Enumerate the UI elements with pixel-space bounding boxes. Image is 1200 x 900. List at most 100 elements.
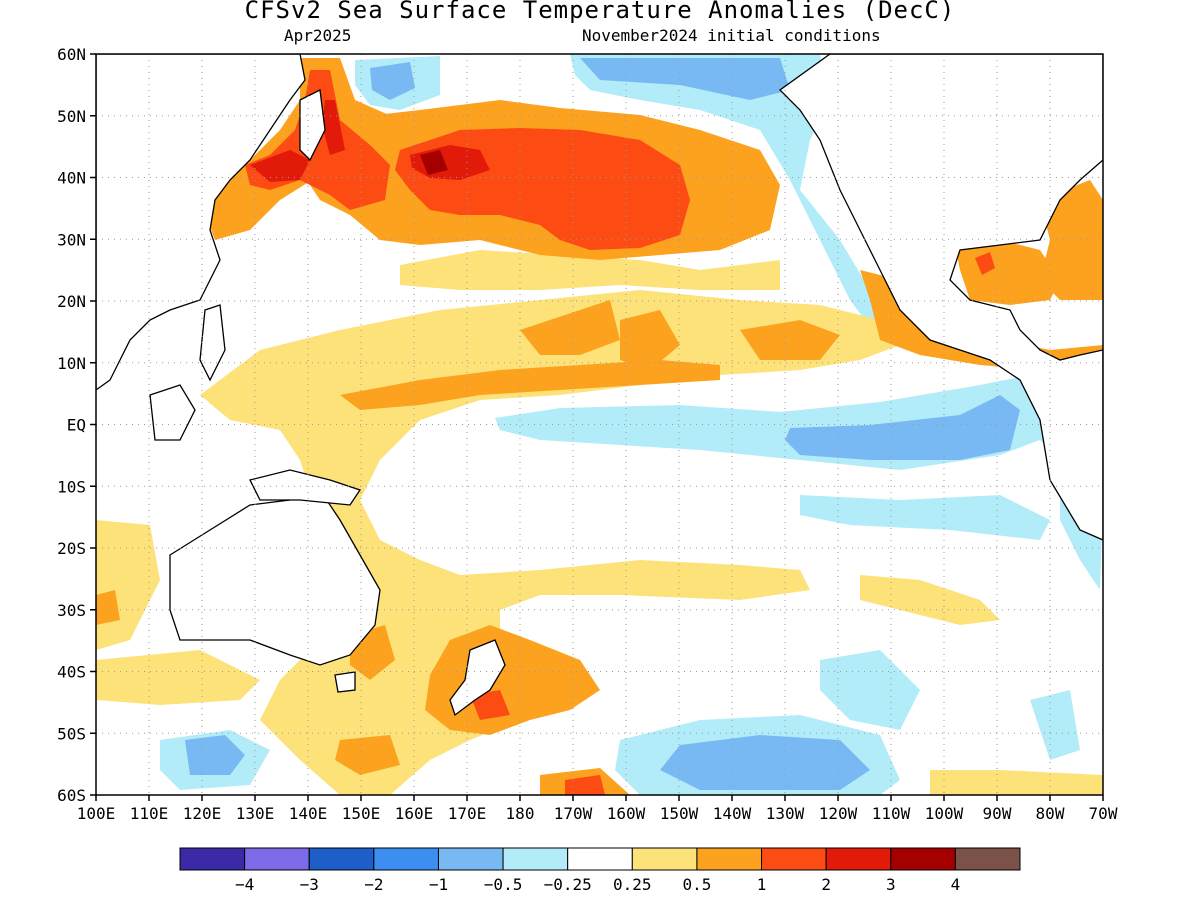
japan-sea-very-warm-anomaly [250, 150, 310, 182]
central-north-pacific-warm [520, 300, 620, 355]
lat-tick-label: 10N [57, 354, 86, 373]
lon-tick-label: 110W [872, 804, 911, 823]
new-zealand-strong-warm-anomaly [470, 690, 510, 720]
lat-tick-label: 60N [57, 45, 86, 64]
lon-tick-label: 110E [130, 804, 169, 823]
colorbar-label: 2 [821, 875, 831, 894]
borneo-landmass [149, 384, 196, 441]
northeast-pacific-cool-anomaly [570, 54, 900, 340]
colorbar-swatch [567, 847, 633, 871]
colorbar-swatch [244, 847, 310, 871]
asia-landmass [96, 54, 306, 391]
colorbar-swatch [761, 847, 827, 871]
southern-ocean-strong-warm-anomaly [565, 775, 605, 795]
colorbar-label: 3 [886, 875, 896, 894]
mexico-coastal-warm-anomaly [860, 270, 1103, 370]
hokkaido-very-warm-anomaly [322, 100, 345, 155]
south-indian-blue-anomaly [185, 735, 245, 775]
lon-tick-label: 140E [289, 804, 328, 823]
lon-tick-label: 120E [183, 804, 222, 823]
chile-cool-anomaly [1030, 690, 1080, 760]
colorbar-swatch [308, 847, 375, 871]
southern-chile-warm-anomaly [930, 770, 1103, 795]
hawaii-warm-anomaly [620, 310, 680, 370]
equatorial-cold-tongue [785, 395, 1020, 460]
forecast-month: Apr2025 [284, 26, 352, 45]
colorbar-label: 1 [757, 875, 767, 894]
lon-tick-label: 120W [819, 804, 858, 823]
gulf-of-alaska-cool [580, 58, 790, 100]
lat-tick-label: EQ [67, 416, 86, 435]
australia-landmass [169, 489, 381, 666]
colorbar-label: −3 [300, 875, 319, 894]
southeast-pacific-warm-anomaly [860, 575, 1000, 625]
colorbar-swatch [437, 847, 504, 871]
lon-tick-label: 100E [77, 804, 116, 823]
lat-tick-label: 50N [57, 107, 86, 126]
southeast-pacific-cool-anomaly [800, 495, 1050, 540]
lon-tick-label: 160E [395, 804, 434, 823]
southern-ocean-blue-anomaly [660, 735, 870, 790]
colorbar-label: 0.25 [613, 875, 652, 894]
lon-tick-label: 130E [236, 804, 275, 823]
initial-conditions: November2024 initial conditions [582, 26, 881, 45]
tasmania-landmass [334, 671, 356, 693]
west-australia-warm-anomaly [96, 590, 120, 625]
longitude-ticks: 100E 110E 120E 130E 140E 150E 160E 170E 180 170W 1… [77, 795, 1118, 823]
colorbar-swatch [179, 847, 246, 871]
colorbar-label: −0.25 [544, 875, 592, 894]
americas-landmass [778, 54, 1103, 541]
south-indian-warm-anomaly [96, 650, 260, 705]
lon-tick-label: 150E [342, 804, 381, 823]
lon-tick-label: 150W [660, 804, 699, 823]
lon-tick-label: 170W [554, 804, 593, 823]
lon-tick-label: 140W [713, 804, 752, 823]
colorbar-swatch [502, 847, 569, 871]
colorbar-label: −0.5 [484, 875, 523, 894]
colorbar-swatch [631, 847, 698, 871]
lon-tick-label: 80W [1036, 804, 1065, 823]
lon-tick-label: 130W [766, 804, 805, 823]
south-pacific-cool-anomaly [820, 650, 920, 730]
new-zealand-landmass [449, 639, 506, 717]
lat-tick-label: 30N [57, 230, 86, 249]
lon-tick-label: 160W [607, 804, 646, 823]
anomaly-field [96, 54, 1103, 795]
lon-tick-label: 170E [448, 804, 487, 823]
northeast-tropical-warm-anomaly [740, 320, 840, 360]
colorbar-label: −4 [235, 875, 254, 894]
southern-tasman-warm-anomaly [335, 735, 400, 775]
colorbar-label: 4 [951, 875, 961, 894]
lon-tick-label: 180 [506, 804, 535, 823]
lat-tick-label: 20N [57, 292, 86, 311]
lat-tick-label: 40S [57, 663, 86, 682]
colorbar-label: −1 [429, 875, 448, 894]
chart-title: CFSv2 Sea Surface Temperature Anomalies … [244, 0, 956, 24]
colorbar-swatch [825, 847, 892, 871]
japan-landmass [299, 89, 326, 162]
lon-tick-label: 100W [925, 804, 964, 823]
lat-tick-label: 10S [57, 477, 86, 496]
new-zealand-warm-anomaly [425, 625, 600, 735]
latitude-ticks: 60N 50N 40N 30N 20N 10N EQ 10S 20S 30S 40S 50S 60S [57, 45, 96, 805]
colorbar: −4 −3 −2 −1 −0.5 −0.25 0.25 0.5 1 2 3 4 [179, 847, 1021, 894]
lon-tick-label: 70W [1089, 804, 1118, 823]
lat-tick-label: 60S [57, 786, 86, 805]
colorbar-label: 0.5 [682, 875, 711, 894]
lat-tick-label: 30S [57, 601, 86, 620]
colorbar-swatch [954, 847, 1021, 871]
gulf-strong-warm-anomaly [975, 252, 995, 275]
lat-tick-label: 20S [57, 539, 86, 558]
subtropical-north-pacific-warm [400, 250, 780, 290]
lat-tick-label: 40N [57, 169, 86, 188]
western-atlantic-warm-anomaly [1040, 180, 1103, 300]
lon-tick-label: 90W [983, 804, 1012, 823]
colorbar-swatch [890, 847, 956, 871]
colorbar-swatch [373, 847, 439, 871]
philippines-landmass [199, 304, 226, 382]
north-pacific-extreme-warm-anomaly [420, 150, 448, 175]
continents [96, 54, 1103, 717]
new-guinea-landmass [249, 469, 362, 506]
okhotsk-blue-anomaly [370, 62, 415, 100]
